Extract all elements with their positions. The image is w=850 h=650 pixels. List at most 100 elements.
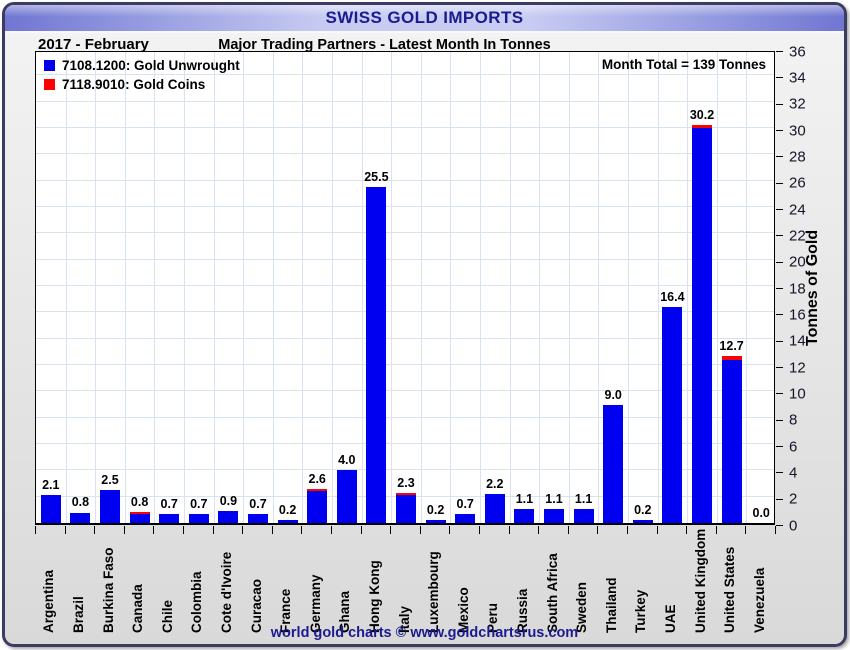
bar-value-label: 25.5 (364, 170, 389, 185)
bar-unwrought (544, 508, 564, 523)
gridline-horizontal (36, 416, 774, 418)
y-tick-mark (776, 235, 783, 237)
gridline-vertical (124, 52, 126, 523)
bar-value-label: 2.2 (486, 477, 504, 492)
y-tick-mark (776, 419, 783, 421)
y-tick-label: 36 (789, 43, 806, 60)
x-category-label: Brazil (70, 596, 86, 633)
x-tick-mark (35, 526, 36, 534)
bar-value-label: 12.7 (719, 338, 744, 353)
bar-unwrought (159, 513, 180, 523)
x-tick-mark (686, 526, 688, 534)
y-tick-mark (776, 340, 783, 342)
bar-value-label: 0.2 (634, 503, 652, 518)
bar-unwrought (100, 490, 120, 523)
gridline-vertical (420, 52, 422, 523)
x-tick-mark (123, 526, 125, 534)
gridline-vertical (95, 52, 97, 523)
bar-value-label: 0.7 (249, 496, 267, 511)
bar-unwrought (396, 495, 416, 523)
y-tick-mark (776, 261, 783, 263)
bar-value-label: 0.8 (130, 495, 149, 510)
bar-value-label: 2.3 (397, 475, 415, 490)
bar-value-label: 2.6 (308, 471, 326, 486)
y-tick-label: 26 (789, 174, 806, 192)
bar-value-label: 16.4 (660, 290, 685, 305)
bar-unwrought (455, 513, 476, 523)
bar-coins (307, 488, 328, 492)
gridline-vertical (391, 52, 393, 523)
bar-unwrought (484, 494, 505, 523)
x-tick-mark (153, 526, 155, 534)
x-category-label: South Africa (544, 553, 560, 633)
gridline-horizontal (36, 206, 774, 207)
y-tick-label: 14 (789, 332, 806, 350)
gridline-horizontal (36, 390, 774, 392)
x-tick-mark (271, 526, 273, 534)
bar-value-label: 0.7 (456, 496, 474, 511)
x-category-label: Venezuela (751, 567, 767, 633)
bar-value-label: 0.9 (219, 494, 238, 509)
bar-unwrought (188, 513, 209, 523)
bar-unwrought (129, 514, 150, 523)
x-tick-mark (449, 526, 451, 534)
bar-value-label: 0.8 (71, 495, 90, 510)
gridline-vertical (568, 52, 570, 523)
x-category-label: Peru (485, 602, 501, 633)
y-tick-label: 0 (789, 517, 798, 534)
x-tick-mark (656, 526, 658, 534)
bar-unwrought (692, 128, 712, 523)
bar-value-label: 2.5 (101, 473, 119, 488)
bar-unwrought (632, 520, 653, 523)
x-category-label: Canada (130, 584, 146, 633)
y-tick-label: 12 (789, 359, 806, 376)
bar-coins (692, 125, 712, 128)
y-tick-label: 28 (789, 148, 806, 166)
gridline-vertical (302, 52, 304, 523)
bar-unwrought (70, 512, 91, 523)
bar-unwrought (40, 495, 61, 523)
bar-unwrought (248, 513, 268, 523)
x-tick-mark (64, 526, 66, 534)
y-tick-label: 10 (789, 385, 806, 403)
y-tick-label: 24 (789, 201, 806, 218)
x-category-label: Chile (159, 599, 175, 633)
gridline-horizontal (36, 258, 774, 260)
x-tick-mark (242, 526, 244, 534)
x-tick-mark (508, 526, 510, 534)
subtitle-row: 2017 - February Major Trading Partners -… (5, 36, 844, 53)
gridline-vertical (539, 52, 541, 523)
x-category-label: Thailand (603, 577, 619, 633)
legend-label: 7118.9010: Gold Coins (62, 77, 206, 92)
bar-value-label: 4.0 (338, 453, 356, 468)
plot-area: 2.1 0.8 2.5 0.8 0.7 0.7 0.9 0.7 0.2 2.6 4.0 25.5 2.3… (35, 51, 775, 525)
y-axis-title: Tonnes of Gold (804, 229, 821, 347)
y-tick-label: 6 (789, 438, 798, 455)
x-category-label: Turkey (633, 589, 649, 633)
y-tick-label: 2 (789, 490, 798, 508)
y-tick-mark (776, 77, 783, 79)
gridline-horizontal (36, 337, 774, 339)
x-tick-mark (94, 526, 96, 534)
gridline-vertical (65, 52, 67, 523)
gridline-vertical (213, 52, 215, 523)
gridline-horizontal (36, 443, 774, 444)
x-tick-mark (567, 526, 569, 534)
legend: 7108.1200: Gold Unwrought 7118.9010: Gold… (44, 58, 240, 96)
x-category-label: Mexico (455, 587, 471, 633)
x-category-label: Ghana (337, 590, 353, 633)
x-category-label: United States (722, 546, 738, 633)
x-category-label: Argentina (41, 569, 57, 633)
gridline-vertical (450, 52, 452, 523)
x-tick-mark (183, 526, 184, 534)
y-tick-mark (776, 103, 783, 105)
bar-coins (721, 355, 742, 360)
x-tick-mark (479, 526, 480, 534)
period-label: 2017 - February (38, 36, 149, 53)
gridline-horizontal (36, 232, 774, 234)
gridline-horizontal (36, 74, 774, 76)
x-tick-mark (745, 526, 747, 534)
gridline-vertical (184, 52, 185, 523)
y-tick-label: 4 (789, 464, 798, 482)
x-axis: Argentina Brazil Burkina Faso Canada Chile Co… (35, 526, 776, 636)
